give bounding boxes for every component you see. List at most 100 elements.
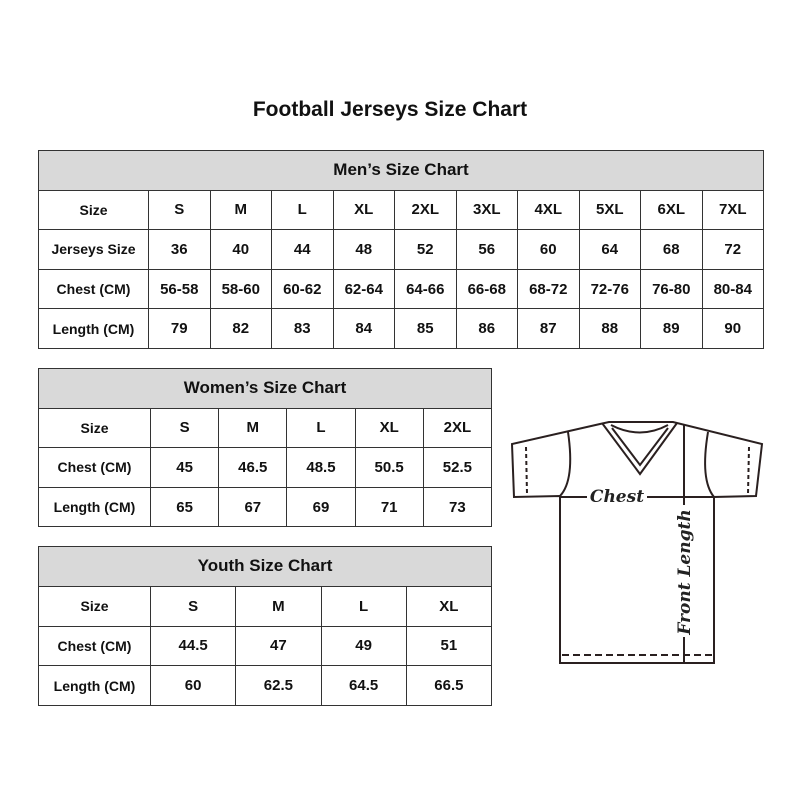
chest-label: Chest xyxy=(590,487,644,507)
table-cell: 65 xyxy=(149,486,220,528)
table-row: Length (CM) 79 82 83 84 85 86 87 88 89 90 xyxy=(38,308,764,349)
row-label: Size xyxy=(38,407,151,449)
table-cell: 76-80 xyxy=(640,268,703,310)
table-cell: 79 xyxy=(148,308,211,349)
mens-size-table: Men’s Size Chart Size S M L XL 2XL 3XL 4XL 5XL 6XL… xyxy=(38,150,764,349)
table-row: Chest (CM) 56-58 58-60 60-62 62-64 64-66 66-68… xyxy=(38,268,764,310)
table-cell: 85 xyxy=(394,308,457,349)
collar-outer xyxy=(601,422,678,476)
row-label: Length (CM) xyxy=(38,308,149,349)
table-cell: S xyxy=(148,189,211,231)
table-cell: M xyxy=(218,407,288,449)
row-label: Length (CM) xyxy=(38,665,151,707)
table-cell: 52 xyxy=(394,229,457,270)
table-cell: 60-62 xyxy=(271,268,334,310)
row-label: Size xyxy=(38,585,151,627)
table-cell: 71 xyxy=(354,486,424,528)
table-cell: L xyxy=(271,189,334,231)
table-cell: M xyxy=(235,585,322,627)
table-cell: 2XL xyxy=(394,189,457,231)
table-row: Size S M L XL 2XL xyxy=(38,407,493,449)
row-label: Chest (CM) xyxy=(38,625,151,667)
row-label: Chest (CM) xyxy=(38,268,149,310)
table-row: Size S M L XL xyxy=(38,585,493,627)
table-cell: 36 xyxy=(148,229,211,270)
table-cell: 5XL xyxy=(578,189,641,231)
jersey-diagram: Chest Front Length xyxy=(510,421,764,664)
table-cell: 51 xyxy=(405,625,493,667)
table-cell: 68-72 xyxy=(517,268,580,310)
table-cell: 58-60 xyxy=(209,268,272,310)
table-cell: 2XL xyxy=(422,407,493,449)
table-cell: L xyxy=(320,585,407,627)
table-cell: 73 xyxy=(422,486,493,528)
table-cell: 46.5 xyxy=(218,447,288,488)
table-cell: 66-68 xyxy=(455,268,518,310)
table-cell: 60 xyxy=(517,229,580,270)
table-cell: 3XL xyxy=(455,189,518,231)
table-cell: 83 xyxy=(271,308,334,349)
jersey-outline xyxy=(510,421,764,664)
men-caption: Men’s Size Chart xyxy=(38,150,764,191)
table-cell: 4XL xyxy=(517,189,580,231)
table-cell: 40 xyxy=(209,229,272,270)
table-cell: 84 xyxy=(332,308,395,349)
table-cell: 80-84 xyxy=(701,268,764,310)
table-cell: 64.5 xyxy=(320,665,407,707)
table-cell: 7XL xyxy=(701,189,764,231)
youth-size-table: Youth Size Chart Size S M L XL Chest (CM) 44.5 4… xyxy=(38,546,493,707)
table-cell: XL xyxy=(405,585,493,627)
table-cell: 90 xyxy=(701,308,764,349)
table-cell: M xyxy=(209,189,272,231)
table-cell: XL xyxy=(354,407,424,449)
row-label: Length (CM) xyxy=(38,486,151,528)
table-cell: S xyxy=(149,407,220,449)
table-cell: 47 xyxy=(235,625,322,667)
table-cell: 72-76 xyxy=(578,268,641,310)
table-cell: L xyxy=(286,407,356,449)
table-cell: 6XL xyxy=(640,189,703,231)
table-cell: 88 xyxy=(578,308,641,349)
table-cell: 60 xyxy=(149,665,237,707)
table-cell: 72 xyxy=(701,229,764,270)
table-row: Length (CM) 60 62.5 64.5 66.5 xyxy=(38,665,493,707)
front-length-label: Front Length xyxy=(675,509,695,635)
table-cell: 44.5 xyxy=(149,625,237,667)
table-cell: 86 xyxy=(455,308,518,349)
table-cell: 49 xyxy=(320,625,407,667)
table-cell: 82 xyxy=(209,308,272,349)
table-row: Length (CM) 65 67 69 71 73 xyxy=(38,486,493,528)
table-cell: 48.5 xyxy=(286,447,356,488)
table-cell: 68 xyxy=(640,229,703,270)
table-cell: 67 xyxy=(218,486,288,528)
row-label: Chest (CM) xyxy=(38,447,151,488)
women-caption: Women’s Size Chart xyxy=(38,368,492,409)
table-row: Chest (CM) 45 46.5 48.5 50.5 52.5 xyxy=(38,447,493,488)
table-cell: 87 xyxy=(517,308,580,349)
table-row: Size S M L XL 2XL 3XL 4XL 5XL 6XL 7XL xyxy=(38,189,764,231)
collar-inner xyxy=(610,424,669,467)
table-cell: 89 xyxy=(640,308,703,349)
page-title: Football Jerseys Size Chart xyxy=(252,98,528,121)
table-cell: 69 xyxy=(286,486,356,528)
table-row: Chest (CM) 44.5 47 49 51 xyxy=(38,625,493,667)
table-cell: 64-66 xyxy=(394,268,457,310)
table-cell: 44 xyxy=(271,229,334,270)
table-cell: 45 xyxy=(149,447,220,488)
table-cell: 66.5 xyxy=(405,665,493,707)
right-armhole xyxy=(704,431,715,498)
table-row: Jerseys Size 36 40 44 48 52 56 60 64 68 72 xyxy=(38,229,764,270)
table-cell: XL xyxy=(332,189,395,231)
table-cell: 56-58 xyxy=(148,268,211,310)
row-label: Jerseys Size xyxy=(38,229,149,270)
row-label: Size xyxy=(38,189,149,231)
table-cell: 62-64 xyxy=(332,268,395,310)
table-cell: 52.5 xyxy=(422,447,493,488)
womens-size-table: Women’s Size Chart Size S M L XL 2XL Chest (CM)… xyxy=(38,368,493,528)
table-cell: 56 xyxy=(455,229,518,270)
table-cell: 50.5 xyxy=(354,447,424,488)
table-cell: 48 xyxy=(332,229,395,270)
left-armhole xyxy=(559,431,572,497)
youth-caption: Youth Size Chart xyxy=(38,546,492,587)
table-cell: 62.5 xyxy=(235,665,322,707)
